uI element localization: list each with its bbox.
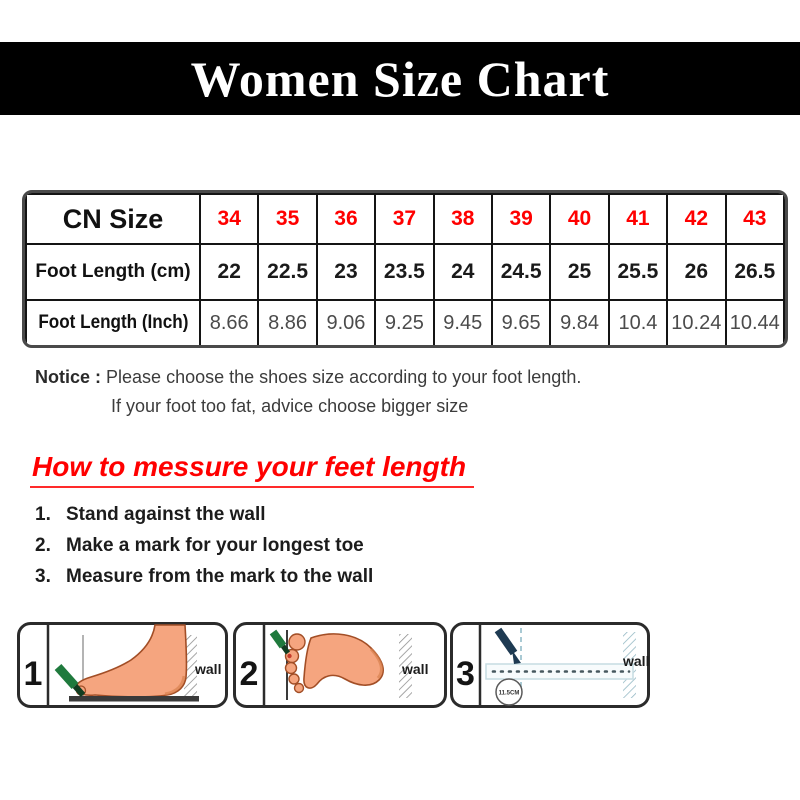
cn-size-header: CN Size [25,193,201,245]
size-cell: 38 [432,193,493,245]
cm-row-label: Foot Length (cm) [25,243,201,301]
banner: Women Size Chart [0,42,800,115]
size-table: CN Size 34 35 36 37 38 39 40 41 42 43 Fo… [22,190,788,348]
list-item: 3. Measure from the mark to the wall [35,566,373,588]
panel-number: 3 [456,655,475,693]
inch-cell: 10.44 [724,299,785,345]
step-number: 2. [35,535,51,556]
cm-cell: 26 [666,243,727,301]
pen-tip [512,650,521,664]
inch-cell: 8.66 [198,299,260,345]
table-row-sizes: CN Size 34 35 36 37 38 39 40 41 42 43 [25,193,785,245]
foot-side-illustration: 1 wall [17,622,228,708]
foot-side-icon [75,624,188,698]
notice-label: Notice : [35,367,102,387]
marker-icon [269,629,287,649]
wall-hatch-icon [399,634,412,698]
inch-cell: 10.24 [666,299,727,345]
wall-label: wall [194,661,221,677]
measure-panel-2: 2 wall [233,622,447,708]
cm-cell: 25.5 [607,243,669,301]
list-item: 2. Make a mark for your longest toe [35,535,373,557]
measure-heading: How to messure your feet length [30,451,475,488]
measure-circle [495,678,523,706]
table-row-inch: Foot Length (Inch) 8.66 8.86 9.06 9.25 9… [25,299,785,345]
step-number: 3. [35,566,51,587]
wall-hatch-icon [184,635,197,697]
measure-value: 11.5CM [499,691,520,697]
size-cell: 36 [315,193,377,245]
inch-cell: 8.86 [257,299,318,345]
cm-cell: 26.5 [724,243,785,301]
inch-cell: 9.45 [432,299,493,345]
measure-panel-1: 1 wall [17,622,228,708]
pen-icon [494,627,518,656]
size-cell: 35 [257,193,318,245]
ruler-illustration: 3 11.5CM wall [450,622,650,708]
cm-cell: 24 [432,243,493,301]
marker-tip [280,644,291,655]
measure-steps: 1. Stand against the wall 2. Make a mark… [35,504,373,597]
notice-line-2: If your foot too fat, advice choose bigg… [111,396,469,416]
cm-cell: 23 [315,243,377,301]
size-cell: 43 [724,193,785,245]
step-text: Make a mark for your longest toe [66,535,364,556]
inch-cell: 9.65 [490,299,552,345]
cm-cell: 23.5 [374,243,435,301]
measure-panel-3: 3 11.5CM wall [450,622,650,708]
cm-cell: 24.5 [490,243,552,301]
wall-label: wall [401,661,428,677]
inch-cell: 9.84 [549,299,610,345]
notice: Notice : Please choose the shoes size ac… [35,363,581,421]
inch-cell: 9.06 [315,299,377,345]
notice-line-1: Notice : Please choose the shoes size ac… [35,363,581,392]
table-row-cm: Foot Length (cm) 22 22.5 23 23.5 24 24.5… [25,243,785,301]
inch-cell: 9.25 [374,299,435,345]
cm-cell: 25 [549,243,610,301]
page-title: Women Size Chart [190,50,610,107]
step-text: Measure from the mark to the wall [66,566,374,587]
mark-dot [287,653,292,659]
cm-cell: 22.5 [257,243,318,301]
foot-shade [164,675,186,696]
inch-cell: 10.4 [607,299,669,345]
list-item: 1. Stand against the wall [35,504,373,526]
size-cell: 37 [374,193,435,245]
step-number: 1. [35,504,51,525]
inch-row-label: Foot Length (Inch) [25,299,201,345]
footprint-icon [284,633,384,694]
marker-tip [72,684,86,697]
step-text: Stand against the wall [66,504,266,525]
size-cell: 40 [549,193,610,245]
size-cell: 39 [490,193,552,245]
marker-icon [54,663,79,690]
size-cell: 42 [666,193,727,245]
size-cell: 34 [198,193,260,245]
footprint-illustration: 2 wall [233,622,447,708]
ground-line [69,696,199,702]
panel-number: 2 [240,655,259,693]
cm-cell: 22 [198,243,260,301]
wall-label: wall [622,653,649,669]
panel-number: 1 [24,655,43,693]
notice-text: Please choose the shoes size according t… [106,367,582,387]
size-cell: 41 [607,193,669,245]
